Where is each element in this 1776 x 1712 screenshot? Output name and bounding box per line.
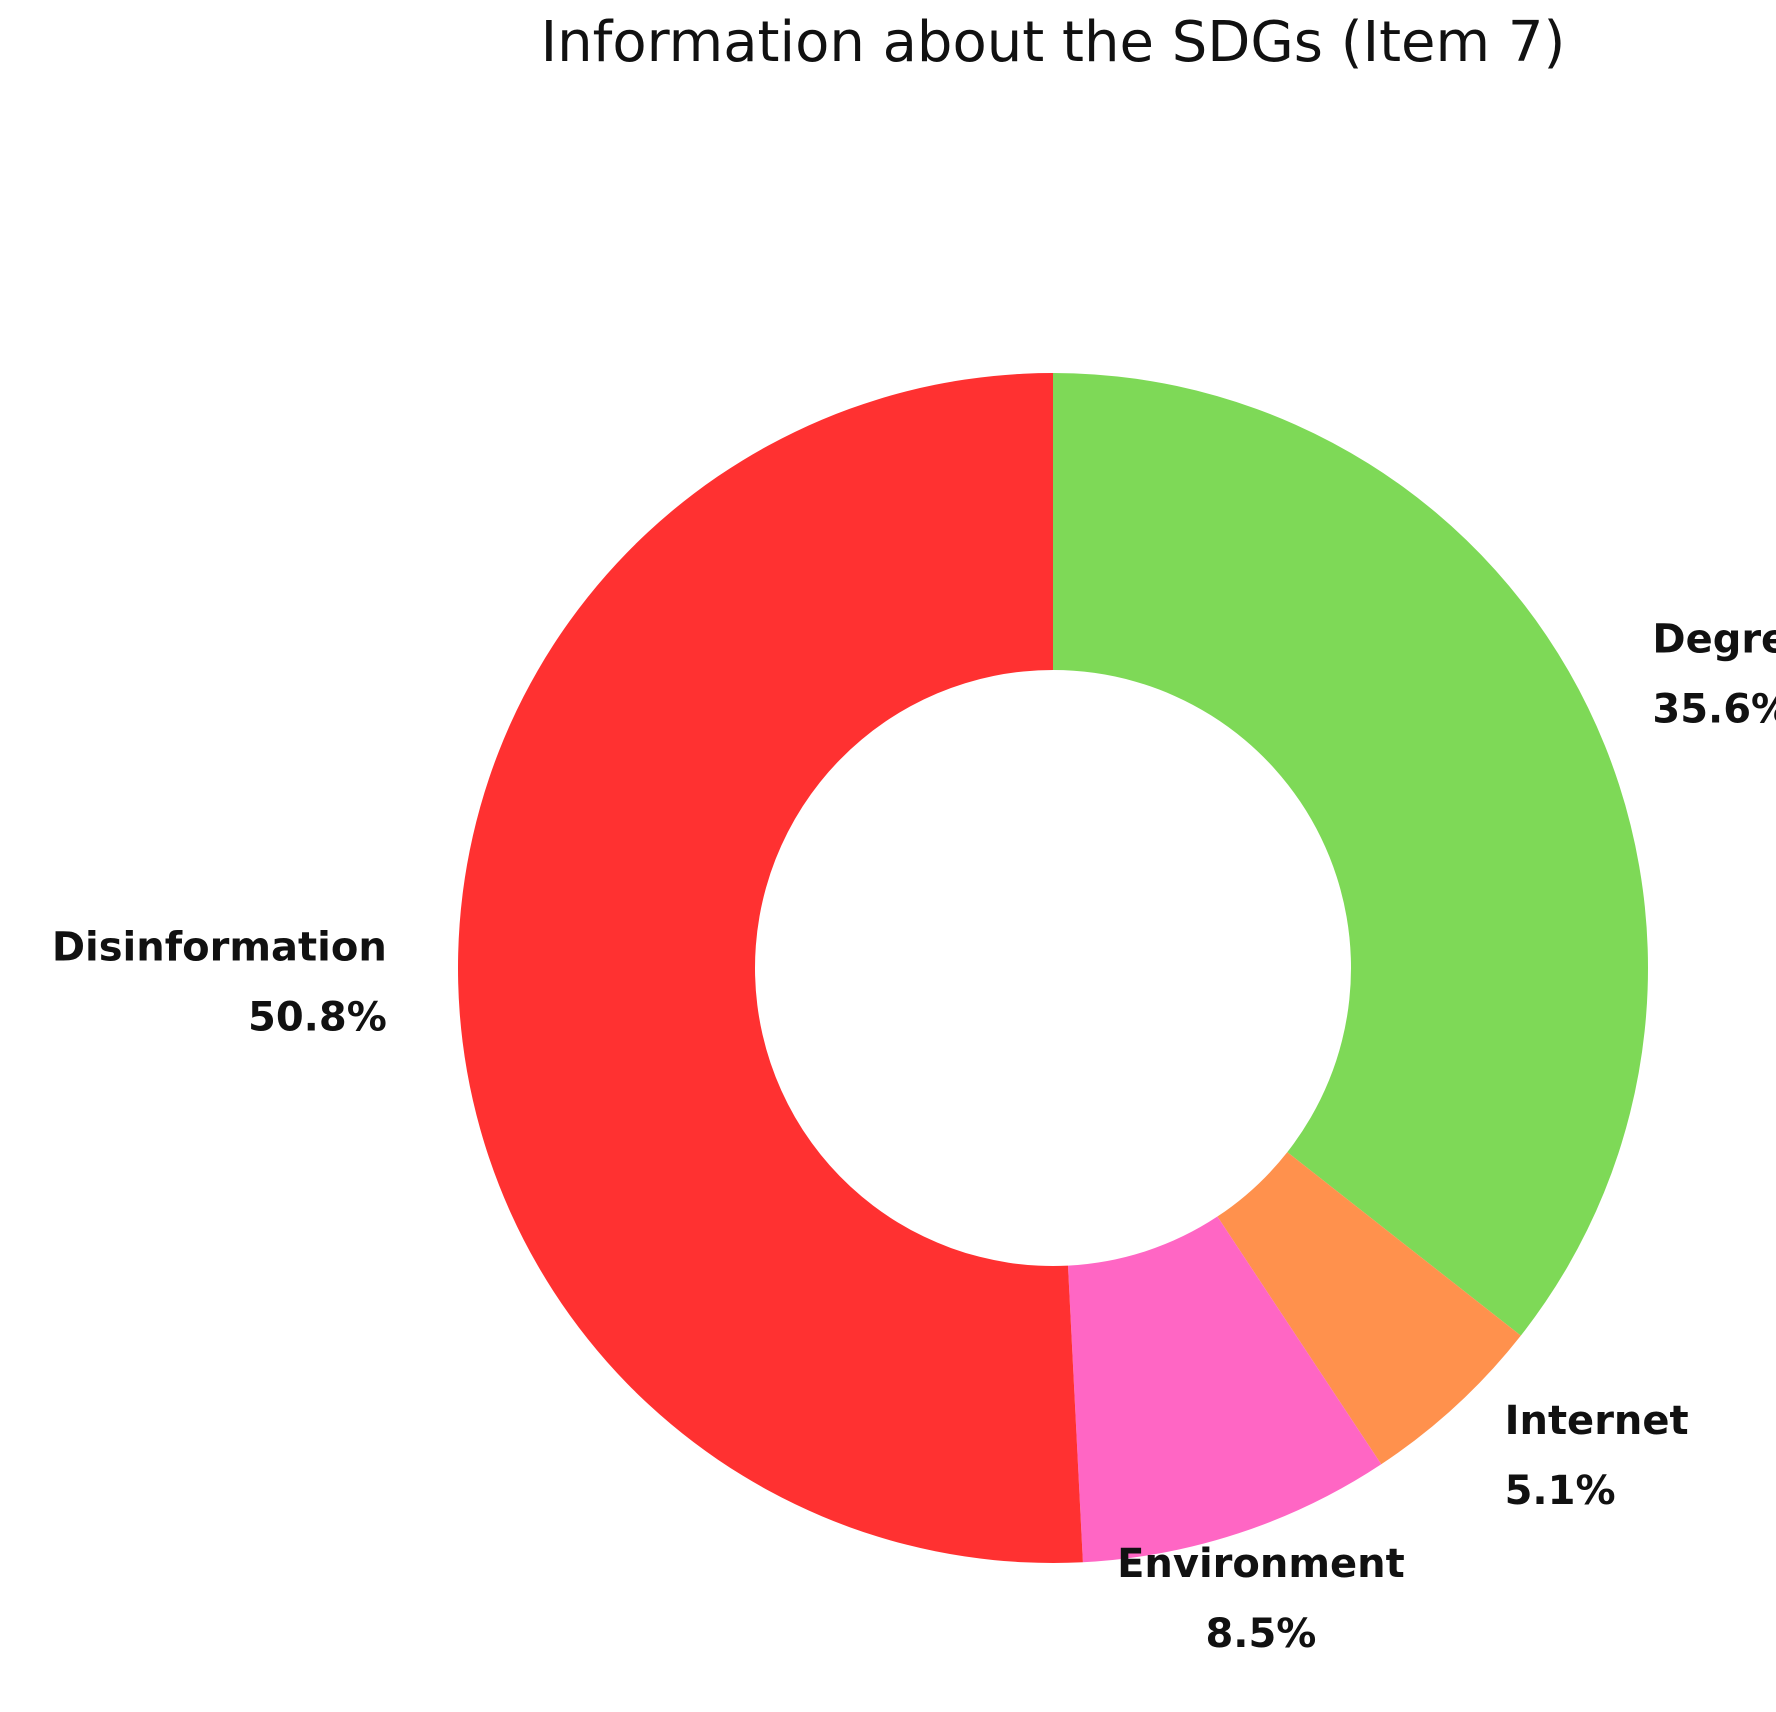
chart-title: Information about the SDGs (Item 7): [541, 10, 1566, 75]
slice-value-label: 50.8%: [248, 995, 387, 1041]
slice-label: Degree: [1652, 617, 1776, 663]
slice-value-label: 8.5%: [1205, 1611, 1316, 1657]
slice-label: Internet: [1505, 1398, 1689, 1444]
donut-slice: [1053, 373, 1649, 1336]
donut-slice: [457, 373, 1083, 1563]
slice-value-label: 5.1%: [1505, 1468, 1616, 1514]
slice-label: Environment: [1117, 1541, 1405, 1587]
slice-value-label: 35.6%: [1652, 687, 1776, 733]
donut-slice: [1067, 1216, 1382, 1563]
slice-label: Disinformation: [52, 925, 387, 971]
donut-slice: [1217, 1152, 1521, 1465]
